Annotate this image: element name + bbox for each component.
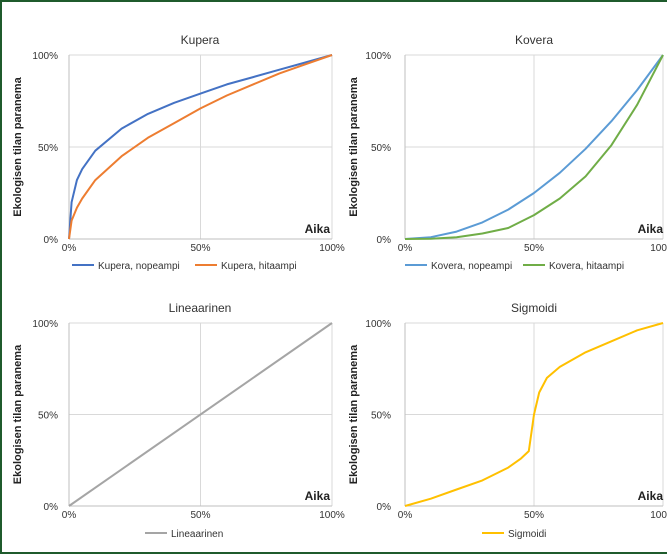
legend-label: Kovera, nopeampi — [431, 261, 512, 272]
y-tick-label: 50% — [38, 411, 58, 422]
x-axis-label: Aika — [305, 489, 331, 503]
y-tick-label: 0% — [44, 502, 59, 513]
chart-title: Lineaarinen — [169, 301, 232, 315]
y-tick-label: 0% — [377, 235, 392, 246]
chart-panel-3: Lineaarinen 0% 50% 100% 0% 50% 100% Ekologisen … — [12, 301, 345, 540]
legend-label: Lineaarinen — [171, 529, 223, 540]
y-axis-label: Ekologisen tilan paranema — [12, 344, 24, 484]
x-tick-label: 0% — [62, 510, 77, 521]
legend-entry: Kovera, hitaampi — [523, 261, 624, 272]
series-line — [68, 54, 333, 240]
chart-title: Kupera — [181, 33, 220, 47]
legend-label: Kupera, hitaampi — [221, 261, 297, 272]
chart-panel-2: Kovera 0% 50% 100% 0% 50% 100% Ekologisen tilan… — [348, 33, 667, 272]
legend-entry: Lineaarinen — [145, 529, 223, 540]
x-tick-label: 100% — [319, 510, 345, 521]
x-tick-label: 100% — [650, 243, 667, 254]
series-line — [404, 54, 664, 240]
y-axis-label: Ekologisen tilan paranema — [12, 76, 24, 216]
x-tick-label: 0% — [62, 243, 77, 254]
legend-label: Kovera, hitaampi — [549, 261, 624, 272]
legend-label: Kupera, nopeampi — [98, 261, 180, 272]
y-tick-label: 100% — [32, 319, 58, 330]
legend-entry: Kovera, nopeampi — [405, 261, 512, 272]
legend-entry: Kupera, nopeampi — [72, 261, 180, 272]
legend-label: Sigmoidi — [508, 529, 546, 540]
x-axis-label: Aika — [305, 222, 331, 236]
series-line — [68, 322, 333, 507]
chart-title: Kovera — [515, 33, 553, 47]
x-tick-label: 100% — [319, 243, 345, 254]
x-tick-label: 50% — [524, 510, 544, 521]
series-line — [404, 54, 664, 240]
x-tick-label: 50% — [190, 510, 210, 521]
x-tick-label: 0% — [398, 243, 413, 254]
series-line — [68, 54, 333, 240]
chart-title: Sigmoidi — [511, 301, 557, 315]
x-tick-label: 50% — [524, 243, 544, 254]
x-tick-label: 100% — [650, 510, 667, 521]
y-tick-label: 0% — [44, 235, 59, 246]
y-tick-label: 50% — [371, 143, 391, 154]
y-tick-label: 100% — [365, 51, 391, 62]
legend-entry: Sigmoidi — [482, 529, 546, 540]
x-axis-label: Aika — [638, 489, 664, 503]
y-tick-label: 100% — [32, 51, 58, 62]
legend-entry: Kupera, hitaampi — [195, 261, 297, 272]
x-axis-label: Aika — [638, 222, 664, 236]
y-tick-label: 0% — [377, 502, 392, 513]
y-axis-label: Ekologisen tilan paranema — [348, 76, 360, 216]
y-tick-label: 50% — [38, 143, 58, 154]
series-line — [404, 322, 664, 507]
y-tick-label: 100% — [365, 319, 391, 330]
x-tick-label: 0% — [398, 510, 413, 521]
chart-panel-1: Kupera 0% 50% 100% 0% 50% 100% Ekologisen tilan… — [12, 33, 345, 272]
y-axis-label: Ekologisen tilan paranema — [348, 344, 360, 484]
y-tick-label: 50% — [371, 411, 391, 422]
x-tick-label: 50% — [190, 243, 210, 254]
chart-panel-4: Sigmoidi 0% 50% 100% 0% 50% 100% Ekologisen til… — [348, 301, 667, 540]
